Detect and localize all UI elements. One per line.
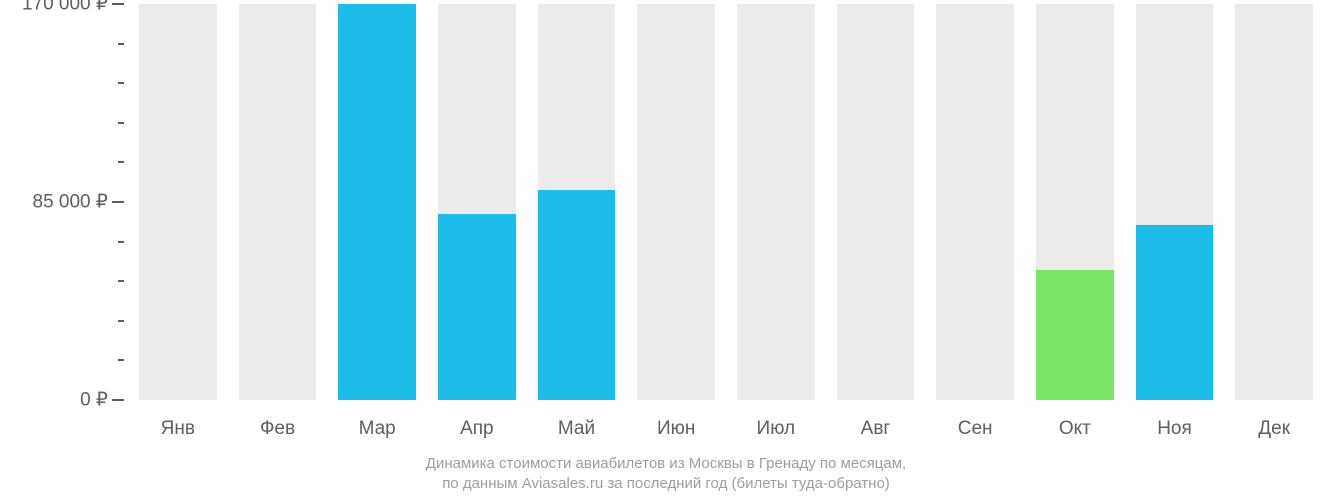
x-tick-label: Май <box>558 418 595 440</box>
month-column <box>139 4 217 400</box>
y-minor-tick-mark <box>118 161 124 163</box>
x-tick-label: Янв <box>161 418 195 440</box>
month-bg-bar <box>737 4 815 400</box>
month-column <box>438 4 516 400</box>
y-tick-label: 0 ₽ <box>80 389 108 412</box>
month-value-bar[interactable] <box>338 4 416 400</box>
plot-area <box>128 4 1324 400</box>
caption-line-2: по данным Aviasales.ru за последний год … <box>442 475 890 492</box>
month-column <box>1136 4 1214 400</box>
month-bg-bar <box>239 4 317 400</box>
month-bg-bar <box>139 4 217 400</box>
month-column <box>1235 4 1313 400</box>
x-tick-label: Авг <box>861 418 891 440</box>
y-minor-tick-mark <box>118 43 124 45</box>
month-column <box>338 4 416 400</box>
x-tick-label: Дек <box>1258 418 1290 440</box>
y-tick-mark <box>112 201 124 203</box>
x-tick-label: Окт <box>1059 418 1091 440</box>
y-tick-label: 85 000 ₽ <box>33 191 108 214</box>
y-tick-mark <box>112 399 124 401</box>
month-value-bar[interactable] <box>438 214 516 400</box>
month-column <box>936 4 1014 400</box>
x-tick-label: Фев <box>260 418 295 440</box>
x-tick-label: Апр <box>460 418 494 440</box>
x-tick-label: Июл <box>757 418 796 440</box>
month-bg-bar <box>936 4 1014 400</box>
y-minor-tick-mark <box>118 280 124 282</box>
y-minor-tick-mark <box>118 359 124 361</box>
month-column <box>837 4 915 400</box>
y-minor-tick-mark <box>118 320 124 322</box>
y-minor-tick-mark <box>118 241 124 243</box>
month-bg-bar <box>1235 4 1313 400</box>
y-minor-tick-mark <box>118 82 124 84</box>
x-tick-label: Сен <box>958 418 993 440</box>
y-tick-mark <box>112 3 124 5</box>
x-tick-label: Июн <box>657 418 695 440</box>
month-value-bar[interactable] <box>1036 270 1114 400</box>
caption-line-1: Динамика стоимости авиабилетов из Москвы… <box>426 455 906 472</box>
x-tick-label: Мар <box>359 418 396 440</box>
y-tick-label: 170 000 ₽ <box>22 0 108 16</box>
x-tick-label: Ноя <box>1157 418 1192 440</box>
month-value-bar[interactable] <box>538 190 616 400</box>
month-bg-bar <box>837 4 915 400</box>
month-column <box>538 4 616 400</box>
month-bg-bar <box>637 4 715 400</box>
month-column <box>239 4 317 400</box>
month-value-bar[interactable] <box>1136 225 1214 400</box>
chart-caption: Динамика стоимости авиабилетов из Москвы… <box>0 454 1332 495</box>
month-column <box>1036 4 1114 400</box>
price-by-month-chart: 0 ₽85 000 ₽170 000 ₽ ЯнвФевМарАпрМайИюнИ… <box>0 0 1332 502</box>
month-column <box>737 4 815 400</box>
month-column <box>637 4 715 400</box>
y-minor-tick-mark <box>118 122 124 124</box>
y-axis: 0 ₽85 000 ₽170 000 ₽ <box>0 4 128 400</box>
